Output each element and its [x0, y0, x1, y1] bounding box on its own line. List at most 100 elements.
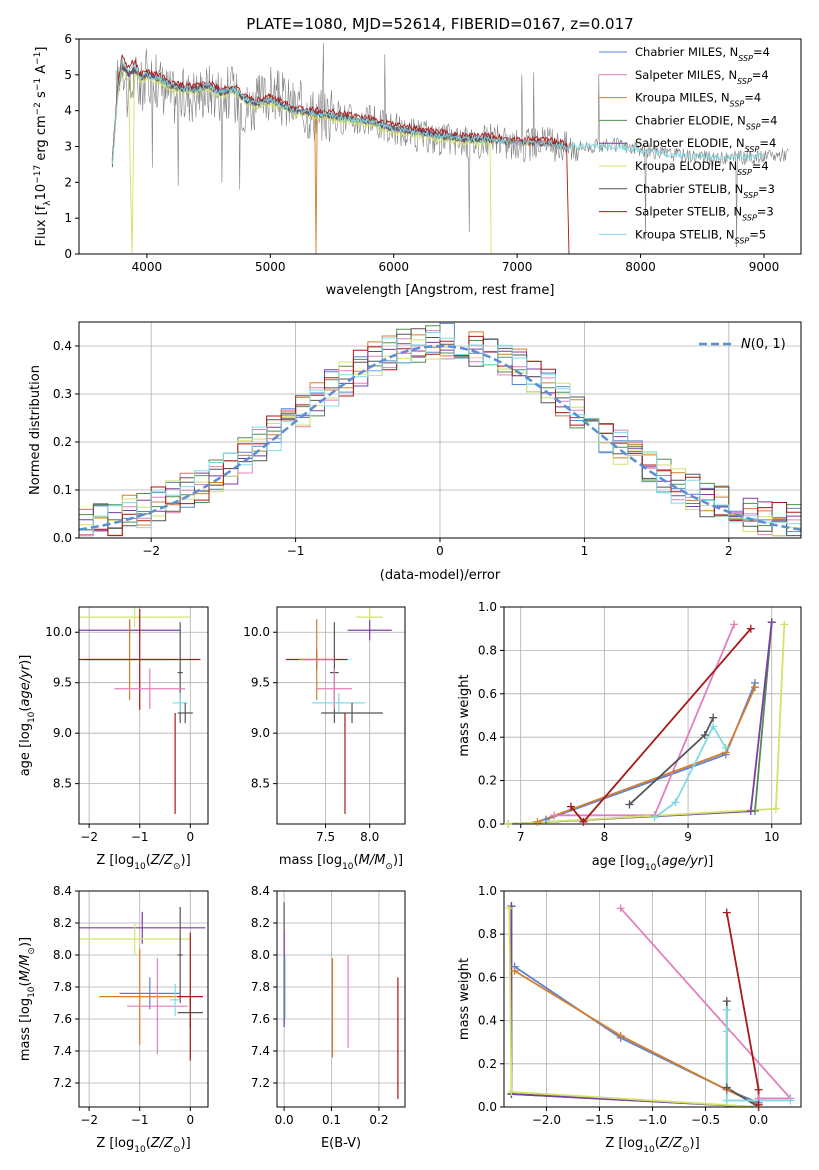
y-tick-label: 0.0 — [478, 817, 497, 831]
label-part: mass [log — [18, 998, 33, 1061]
z-axis-label: Z [log10(Z/Z⊙)] — [605, 1136, 699, 1155]
y-tick-label: 8.2 — [53, 916, 72, 930]
legend-text: Chabrier ELODIE, N — [635, 113, 746, 127]
label-part: ( — [354, 853, 359, 868]
y-tick-label: 0.8 — [478, 643, 497, 657]
weight-marker — [771, 804, 780, 813]
label-part: s — [34, 91, 49, 102]
legend-sub: SSP — [746, 122, 761, 131]
mass-vs-EBV-frame — [276, 890, 406, 1108]
mass-vs-Z-panel — [75, 890, 209, 1111]
label-part: Z [log — [605, 1136, 643, 1151]
age-x-axis-label: age [log10(age/yr)] — [592, 854, 714, 873]
label-part: ( — [146, 1136, 151, 1151]
label-part: (0, 1) — [751, 337, 786, 352]
age-vs-mass-panel — [273, 606, 406, 828]
y-tick-label: 0.2 — [478, 774, 497, 788]
label-part: 10 — [645, 863, 657, 873]
label-part: ( — [655, 1136, 660, 1151]
label-part: Z [log — [96, 853, 134, 868]
z-axis-label: Z [log10(Z/Z⊙)] — [96, 853, 190, 872]
legend-text: Kroupa STELIB, N — [635, 227, 735, 241]
y-tick-label: 4 — [64, 104, 72, 118]
label-part: M/M — [18, 955, 33, 982]
mass-vs-EBV-panel — [273, 890, 406, 1111]
label-part: age [log — [592, 854, 645, 869]
y-tick-label: 9.5 — [251, 676, 270, 690]
spectrum-series-kroupa-elodie — [111, 68, 492, 254]
label-part: mass [log — [279, 853, 342, 868]
label-part: erg cm — [34, 115, 49, 164]
x-tick-label: −1 — [131, 1113, 149, 1127]
label-part: ⊙ — [385, 862, 393, 872]
y-tick-label: 1 — [64, 211, 72, 225]
z-axis-label: Z [log10(Z/Z⊙)] — [96, 1136, 190, 1155]
y-tick-label: 7.2 — [251, 1076, 270, 1090]
y-tick-label: 1.0 — [478, 884, 497, 898]
y-tick-label: 9.0 — [53, 726, 72, 740]
weight-marker — [721, 744, 730, 753]
y-tick-label: 0.4 — [478, 1014, 497, 1028]
x-tick-label: 0.0 — [749, 1113, 768, 1127]
weight-marker — [754, 1100, 763, 1109]
label-part: 10 — [134, 862, 146, 872]
legend-label: Kroupa ELODIE, NSSP=4 — [635, 159, 769, 177]
weight-marker — [722, 997, 731, 1006]
y-tick-label: 7.4 — [53, 1044, 72, 1058]
weight-marker — [746, 624, 755, 633]
legend-text: =5 — [749, 227, 766, 241]
x-tick-label: 8.0 — [360, 830, 379, 844]
y-tick-label: 8.5 — [53, 777, 72, 791]
weight-marker — [722, 908, 731, 917]
age-vs-mass-plot-area — [285, 607, 392, 814]
legend-text: =4 — [744, 91, 761, 105]
y-tick-label: 7.4 — [251, 1044, 270, 1058]
y-tick-label: 10.0 — [243, 625, 270, 639]
x-tick-label: 0 — [186, 1113, 194, 1127]
x-tick-label: 7 — [517, 830, 525, 844]
age-vs-Z-frame — [78, 606, 209, 825]
weight-marker — [533, 817, 542, 826]
y-tick-label: 0.4 — [53, 339, 72, 353]
label-part: A — [34, 65, 49, 78]
x-tick-label: 0.0 — [275, 1113, 294, 1127]
mass-vs-Z-plot-area — [79, 907, 206, 1061]
y-tick-label: 9.0 — [251, 726, 270, 740]
y-tick-label: 7.8 — [251, 980, 270, 994]
weight-marker — [722, 1027, 731, 1036]
weight-marker — [746, 806, 755, 815]
weight-marker — [750, 683, 759, 692]
y-tick-label: 0 — [64, 247, 72, 261]
y-tick-label: 0.6 — [478, 687, 497, 701]
figure-title: PLATE=1080, MJD=52614, FIBERID=0167, z=0… — [246, 15, 633, 33]
label-part: −17 — [33, 165, 43, 184]
weight-marker — [550, 811, 559, 820]
label-part: −2 — [33, 102, 43, 115]
weight-marker — [722, 1005, 731, 1014]
y-tick-label: 7.6 — [53, 1012, 72, 1026]
weight-marker — [504, 820, 513, 828]
y-tick-label: 0.4 — [478, 730, 497, 744]
label-part: ⊙ — [682, 1145, 690, 1155]
mass-weight-y-axis-label: mass weight — [457, 674, 472, 756]
spectrum-y-axis-label: Flux [fλ10−17 erg cm−2 s−1 A−1] — [33, 47, 53, 247]
label-part: 10 — [34, 184, 49, 201]
age-y-axis-label: age [log10(age/yr)] — [18, 655, 37, 777]
legend-sub: SSP — [730, 99, 745, 108]
label-part: λ — [43, 200, 53, 206]
label-part: M/M — [359, 853, 386, 868]
mass-weight-y-axis-label: mass weight — [457, 958, 472, 1040]
label-part: ] — [34, 47, 49, 52]
x-tick-label: −2 — [80, 1113, 98, 1127]
label-part: 10 — [643, 1145, 655, 1155]
histogram-kroupa-stelib — [79, 332, 801, 537]
residuals-panel — [75, 321, 802, 542]
x-tick-label: 0.1 — [322, 1113, 341, 1127]
legend-sub: SSP — [743, 190, 758, 199]
legend-sub: SSP — [742, 213, 757, 222]
mass-axis-label: mass [log10(M/M⊙)] — [279, 853, 403, 872]
weight-line-kroupa-stelib — [654, 724, 727, 819]
legend-label: Chabrier STELIB, NSSP=3 — [635, 182, 775, 200]
y-tick-label: 7.8 — [53, 980, 72, 994]
